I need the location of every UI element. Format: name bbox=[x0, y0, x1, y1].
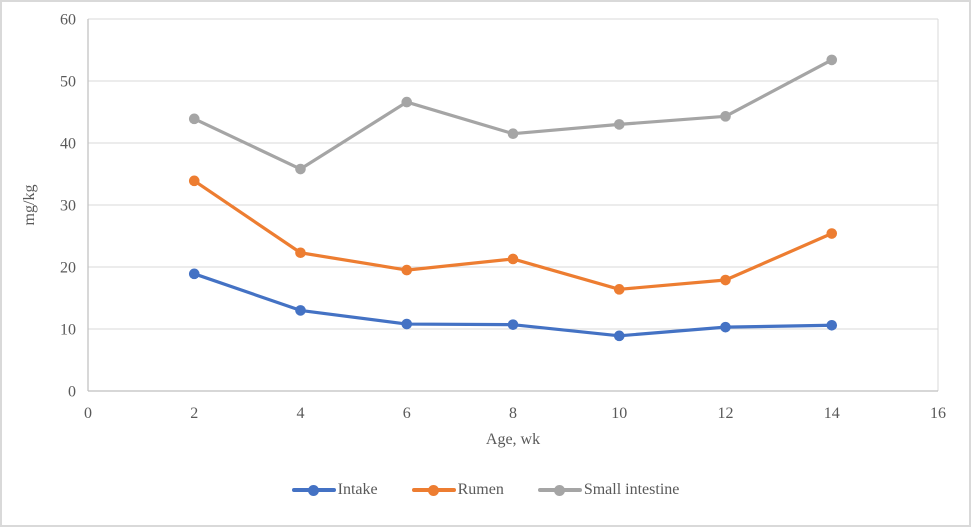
series-line-small-intestine bbox=[192, 58, 834, 171]
y-tick-label: 40 bbox=[60, 136, 76, 153]
y-axis-title: mg/kg bbox=[21, 184, 38, 226]
y-tick-label: 0 bbox=[68, 384, 76, 401]
data-point-intake bbox=[720, 321, 731, 333]
legend-item-intake: Intake bbox=[291, 481, 378, 499]
legend-item-small-intestine: Small intestine bbox=[537, 481, 680, 499]
y-tick-label: 50 bbox=[60, 74, 76, 91]
x-axis-title: Age, wk bbox=[485, 431, 541, 448]
y-tick-label: 60 bbox=[60, 12, 76, 29]
x-tick-label: 16 bbox=[930, 405, 946, 422]
data-point-small-intestine bbox=[826, 54, 838, 66]
rumen-series-marker-icon bbox=[411, 484, 456, 496]
data-point-small-intestine bbox=[295, 163, 306, 175]
legend-label-small-intestine: Small intestine bbox=[583, 481, 680, 498]
data-point-intake bbox=[401, 318, 413, 330]
series-line-rumen bbox=[192, 179, 834, 291]
data-point-rumen bbox=[826, 228, 838, 239]
y-tick-label: 30 bbox=[60, 198, 76, 215]
data-point-intake bbox=[826, 319, 838, 331]
y-tick-label: 10 bbox=[60, 322, 76, 339]
data-point-small-intestine bbox=[720, 111, 731, 122]
data-point-intake bbox=[295, 305, 306, 316]
data-point-intake bbox=[507, 319, 519, 330]
legend-item-rumen: Rumen bbox=[411, 481, 504, 499]
data-point-intake bbox=[188, 268, 200, 280]
data-point-small-intestine bbox=[401, 96, 413, 108]
legend: Intake Rumen Small intestine bbox=[0, 481, 971, 499]
data-point-rumen bbox=[295, 247, 306, 259]
x-tick-label: 8 bbox=[509, 405, 517, 422]
data-point-intake bbox=[613, 330, 625, 342]
x-tick-label: 10 bbox=[611, 405, 627, 422]
data-point-rumen bbox=[720, 274, 731, 286]
x-tick-label: 12 bbox=[718, 405, 734, 422]
legend-label-intake: Intake bbox=[337, 481, 378, 498]
data-point-rumen bbox=[507, 253, 519, 265]
data-point-small-intestine bbox=[507, 128, 519, 139]
x-tick-label: 0 bbox=[84, 405, 92, 422]
legend-label-rumen: Rumen bbox=[457, 481, 504, 498]
data-point-rumen bbox=[188, 175, 200, 187]
data-point-rumen bbox=[401, 264, 413, 276]
x-tick-label: 4 bbox=[297, 405, 305, 422]
y-tick-label: 20 bbox=[60, 260, 76, 277]
small-intestine-series-marker-icon bbox=[537, 484, 582, 496]
data-point-rumen bbox=[613, 284, 625, 295]
x-tick-label: 14 bbox=[824, 405, 840, 422]
data-point-small-intestine bbox=[613, 119, 625, 130]
x-tick-label: 2 bbox=[190, 405, 198, 422]
intake-series-marker-icon bbox=[291, 484, 336, 496]
data-point-small-intestine bbox=[188, 113, 200, 125]
x-tick-label: 6 bbox=[403, 405, 411, 422]
